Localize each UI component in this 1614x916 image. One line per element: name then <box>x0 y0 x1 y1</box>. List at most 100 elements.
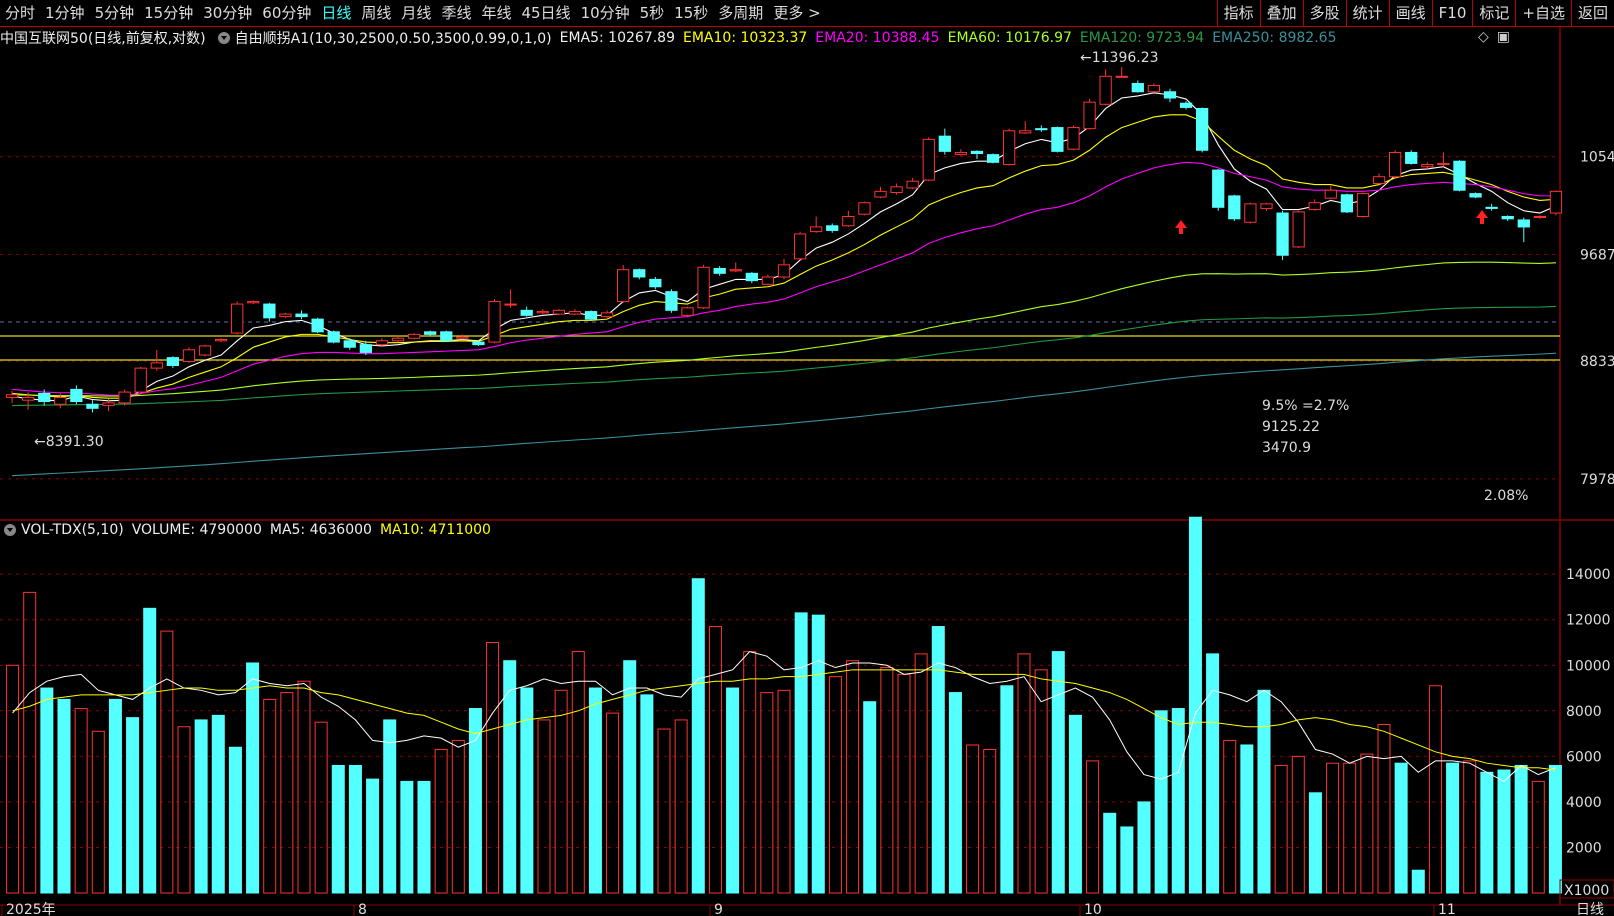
candle <box>568 309 582 316</box>
volume-bar <box>1497 769 1511 894</box>
period-tab-5[interactable]: 60分钟 <box>262 4 312 22</box>
candle-body <box>134 367 147 393</box>
volume-bar <box>6 664 20 894</box>
ema10-line <box>11 114 1556 399</box>
volume-bar <box>640 694 654 894</box>
tool-tab-2[interactable]: 多股 <box>1302 0 1346 26</box>
candle-body <box>311 318 324 333</box>
candle <box>1212 168 1225 211</box>
period-tab-7[interactable]: 周线 <box>361 4 392 22</box>
period-tab-15[interactable]: 多周期 <box>718 4 764 22</box>
tool-tab-6[interactable]: 标记 <box>1472 0 1515 26</box>
volume-bar <box>554 689 568 894</box>
candle <box>1067 125 1080 151</box>
period-tab-4[interactable]: 30分钟 <box>203 4 253 22</box>
period-tab-13[interactable]: 5秒 <box>639 4 665 22</box>
ema250-line <box>12 352 1556 477</box>
tool-tab-4[interactable]: 画线 <box>1388 0 1432 26</box>
volume-bar <box>846 660 860 894</box>
period-tab-6[interactable]: 日线 <box>321 4 352 22</box>
volume-bar <box>1411 869 1425 894</box>
tool-tab-0[interactable]: 指标 <box>1216 0 1260 26</box>
volume-bar <box>1394 762 1408 894</box>
volume-unit-label: X1000 <box>1564 883 1609 899</box>
indicator-dropdown-icon[interactable] <box>217 32 230 44</box>
volume-bar <box>1446 762 1460 894</box>
volume-dropdown-icon[interactable] <box>4 524 16 536</box>
volume-bar <box>623 660 637 894</box>
candle-body <box>761 276 775 285</box>
volume-bar <box>537 719 551 894</box>
tool-tab-5[interactable]: F10 <box>1431 0 1473 26</box>
candle <box>1051 126 1064 153</box>
candle <box>729 262 742 273</box>
candle <box>1099 69 1112 106</box>
candle <box>263 302 276 322</box>
period-tab-14[interactable]: 15秒 <box>674 4 709 22</box>
volume-bar <box>1068 714 1082 894</box>
time-axis-label: 2025年 <box>6 902 56 916</box>
candle <box>520 306 533 317</box>
candle-body <box>1308 202 1321 211</box>
volume-bar <box>1171 708 1185 894</box>
volume-bar <box>1480 771 1494 894</box>
volume-bar <box>966 744 980 894</box>
ema250-value: EMA250: 8982.65 <box>1212 30 1337 46</box>
candle-body <box>633 269 646 278</box>
price-tick-label: 9687 <box>1580 247 1614 263</box>
candle <box>359 340 372 356</box>
period-tab-0[interactable]: 分时 <box>5 4 36 22</box>
candle-body <box>890 186 903 193</box>
volume-value: VOLUME: 4790000 <box>131 522 262 538</box>
candle-body <box>1453 160 1466 191</box>
period-tab-9[interactable]: 季线 <box>441 4 472 22</box>
volume-bar <box>143 607 157 894</box>
tool-tab-7[interactable]: +自选 <box>1515 0 1571 26</box>
period-tab-16[interactable]: 更多 > <box>773 4 821 22</box>
candle-body <box>295 313 308 318</box>
candle-body <box>1163 91 1177 99</box>
volume-bar <box>91 730 105 894</box>
volume-bar <box>726 687 740 894</box>
volume-tick-label: 8000 <box>1566 704 1602 720</box>
period-tab-3[interactable]: 15分钟 <box>144 4 194 22</box>
candle <box>150 349 163 371</box>
candle-body <box>1051 127 1064 152</box>
candle <box>343 338 356 350</box>
volume-bar <box>57 698 71 894</box>
candle-body <box>1517 219 1530 228</box>
tool-tab-3[interactable]: 统计 <box>1345 0 1389 26</box>
volume-bar <box>777 689 791 894</box>
volume-bar <box>468 708 482 894</box>
candle <box>1469 192 1482 199</box>
faint-info-label: 9.5% =2.7% <box>1262 398 1349 414</box>
candle-body <box>777 264 791 278</box>
diamond-icon[interactable]: ◇ <box>1477 29 1489 45</box>
candle-body <box>1485 206 1498 209</box>
candle-body <box>1099 75 1112 105</box>
candle <box>906 177 919 190</box>
candle-body <box>182 349 196 363</box>
period-tab-12[interactable]: 10分钟 <box>580 4 630 22</box>
tool-tab-8[interactable]: 返回 <box>1570 0 1614 26</box>
candle-body <box>858 202 871 215</box>
candle-body <box>1549 190 1563 214</box>
candle <box>182 347 196 363</box>
vol-ma10-value: MA10: 4711000 <box>379 522 491 538</box>
volume-bar <box>263 698 277 894</box>
tool-tab-1[interactable]: 叠加 <box>1259 0 1303 26</box>
period-tab-10[interactable]: 年线 <box>481 4 512 22</box>
main-indicator-bar: 中国互联网50(日线,前复权,对数) 自由顺拐A1(10,30,2500,0.5… <box>0 27 1344 49</box>
volume-bar <box>571 651 585 894</box>
candle-body <box>1147 85 1161 93</box>
candle-body <box>102 402 115 407</box>
period-tab-1[interactable]: 1分钟 <box>45 4 85 22</box>
period-tab-8[interactable]: 月线 <box>401 4 432 22</box>
candle <box>1083 99 1096 130</box>
volume-tick-label: 6000 <box>1566 749 1602 765</box>
period-tab-11[interactable]: 45日线 <box>521 4 571 22</box>
period-tab-2[interactable]: 5分钟 <box>94 4 135 22</box>
candle <box>938 128 951 155</box>
maximize-icon[interactable]: ▣ <box>1496 29 1510 45</box>
